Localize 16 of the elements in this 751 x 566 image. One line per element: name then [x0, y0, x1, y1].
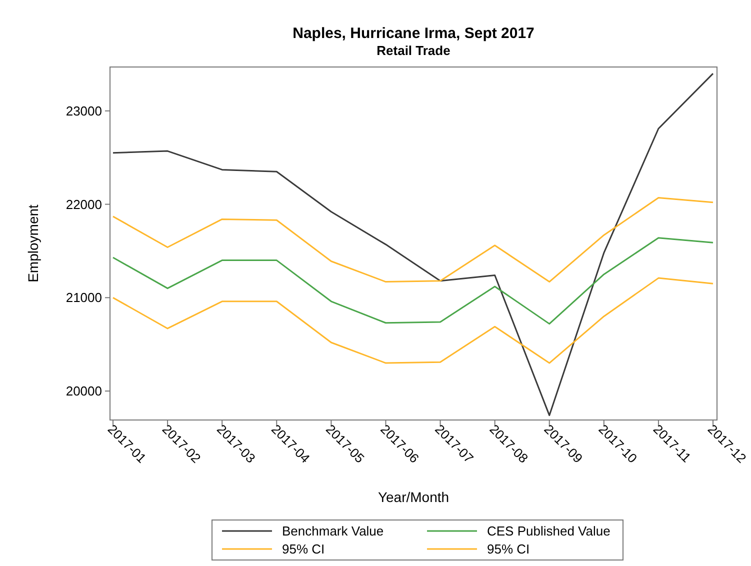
line-series — [112, 72, 714, 416]
chart-title: Naples, Hurricane Irma, Sept 2017 — [292, 25, 534, 42]
legend-label: CES Published Value — [487, 524, 610, 539]
x-axis-title: Year/Month — [378, 489, 450, 505]
y-tick-label: 23000 — [66, 103, 102, 118]
legend-label: Benchmark Value — [282, 524, 384, 539]
chart-subtitle: Retail Trade — [376, 43, 450, 58]
line-series — [112, 237, 714, 325]
y-tick-label: 20000 — [66, 384, 102, 399]
y-axis-title: Employment — [25, 204, 41, 282]
y-tick-label: 22000 — [66, 196, 102, 212]
line-series — [112, 277, 714, 364]
legend-label: 95% CI — [487, 542, 530, 557]
line-series — [112, 196, 714, 283]
y-tick-label: 21000 — [66, 290, 102, 306]
legend-label: 95% CI — [282, 542, 325, 557]
